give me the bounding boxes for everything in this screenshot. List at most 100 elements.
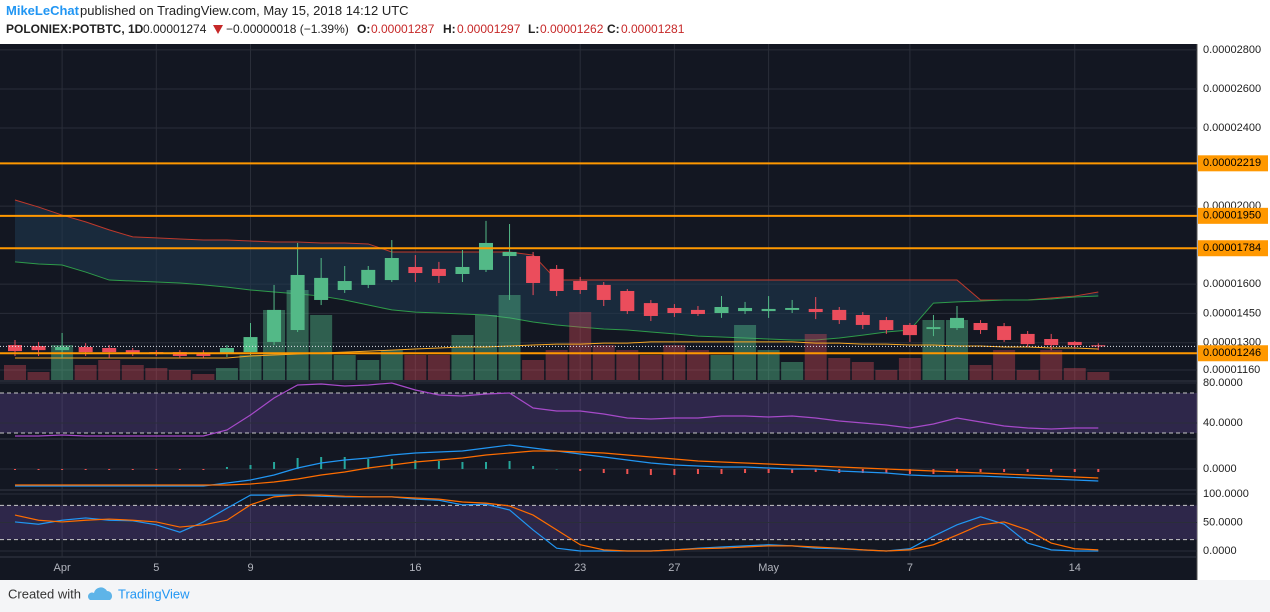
y-tick-label: 40.0000 — [1203, 417, 1243, 429]
low-value: 0.00001262 — [540, 22, 604, 36]
volume-bar — [404, 355, 427, 380]
volume-bar — [993, 350, 1016, 380]
volume-bar — [922, 320, 945, 380]
candle-body — [785, 307, 800, 310]
volume-bar — [757, 350, 780, 380]
candle-body — [55, 347, 70, 351]
close-label: C: — [607, 22, 620, 36]
footer-bg — [0, 580, 1270, 612]
y-tick-label: 50.0000 — [1203, 516, 1243, 528]
volume-bar — [522, 360, 545, 380]
candle-body — [738, 307, 753, 312]
logo[interactable] — [87, 587, 112, 600]
y-tick-label: 0.00002400 — [1203, 122, 1261, 134]
histogram-bar — [437, 461, 440, 469]
candle-body — [290, 274, 305, 331]
histogram-bar — [202, 469, 205, 470]
candle-body — [997, 326, 1012, 340]
candle-body — [832, 309, 847, 321]
candle-body — [855, 314, 870, 325]
histogram-bar — [508, 461, 511, 469]
y-tick-label: 0.0000 — [1203, 545, 1237, 557]
x-tick-label: 9 — [247, 562, 253, 574]
volume-bar — [427, 355, 450, 380]
histogram-bar — [485, 462, 487, 469]
candle-body — [267, 309, 282, 342]
change: −0.00000018 (−1.39%) — [226, 22, 349, 36]
histogram-bar — [108, 469, 111, 470]
candle-body — [78, 347, 93, 353]
candle-body — [431, 268, 446, 276]
volume-bar — [121, 365, 144, 380]
volume-bar — [1087, 372, 1110, 380]
histogram-bar — [84, 469, 87, 470]
volume-bar — [1016, 370, 1039, 380]
histogram-bar — [555, 469, 558, 470]
volume-bar — [98, 360, 121, 380]
volume-bar — [168, 370, 191, 380]
histogram-bar — [814, 469, 817, 472]
histogram-bar — [1073, 469, 1076, 472]
price: 0.00001274 — [143, 22, 207, 36]
volume-bar — [333, 355, 356, 380]
candle-body — [902, 324, 917, 336]
histogram-bar — [649, 469, 652, 475]
candle-body — [1091, 345, 1106, 347]
histogram-bar — [885, 469, 888, 473]
volume-bar — [639, 355, 662, 380]
indicator-line — [14, 494, 1099, 552]
x-tick-label: 14 — [1069, 562, 1081, 574]
volume-bar — [851, 362, 874, 380]
brand[interactable]: TradingView — [118, 586, 190, 601]
histogram-bar — [673, 469, 676, 475]
candle-body — [879, 320, 894, 331]
candle-body — [690, 309, 705, 315]
candle-body — [337, 281, 352, 291]
candle-body — [502, 251, 517, 257]
level-tag — [1198, 207, 1268, 224]
candle-body — [808, 308, 823, 313]
y-tick-label: 80.0000 — [1203, 377, 1243, 389]
volume-bar — [4, 365, 26, 380]
author[interactable]: MikeLeChat — [6, 3, 80, 18]
x-tick-label: Apr — [54, 562, 71, 574]
candle-body — [125, 350, 140, 355]
histogram-bar — [1003, 469, 1006, 472]
header-bg — [0, 0, 1270, 44]
candle-body — [408, 266, 423, 274]
histogram-bar — [1097, 469, 1100, 472]
volume-bar — [380, 350, 403, 380]
level-label: 0.00001784 — [1203, 242, 1261, 254]
candle-body — [643, 303, 658, 316]
level-label: 0.00001246 — [1203, 347, 1261, 359]
candle-body — [573, 281, 588, 291]
volume-bar — [1040, 350, 1063, 380]
x-tick-label: 23 — [574, 562, 586, 574]
volume-bar — [710, 355, 733, 380]
candle-body — [596, 284, 611, 300]
histogram-bar — [131, 469, 134, 470]
volume-bar — [828, 358, 851, 380]
candle-body — [526, 256, 541, 283]
candle-body — [384, 257, 399, 281]
candle-body — [761, 308, 776, 312]
candle-body — [1044, 339, 1059, 346]
candle-body — [1020, 333, 1035, 345]
volume-bar — [215, 368, 238, 380]
down-arrow — [213, 25, 223, 34]
level-label: 0.00002219 — [1203, 157, 1261, 169]
level-tag — [1198, 345, 1268, 362]
candle-body — [361, 269, 376, 285]
candle-body — [31, 346, 46, 351]
indicator-line — [15, 382, 1099, 437]
histogram-bar — [343, 457, 346, 469]
candle-body — [243, 337, 258, 353]
volume-bar — [74, 365, 97, 380]
close-value: 0.00001281 — [621, 22, 685, 36]
histogram-bar — [367, 459, 370, 469]
cloud-lower — [14, 261, 1099, 341]
cloud — [15, 200, 1099, 340]
histogram-bar — [908, 469, 911, 474]
volume-bar — [192, 374, 215, 380]
